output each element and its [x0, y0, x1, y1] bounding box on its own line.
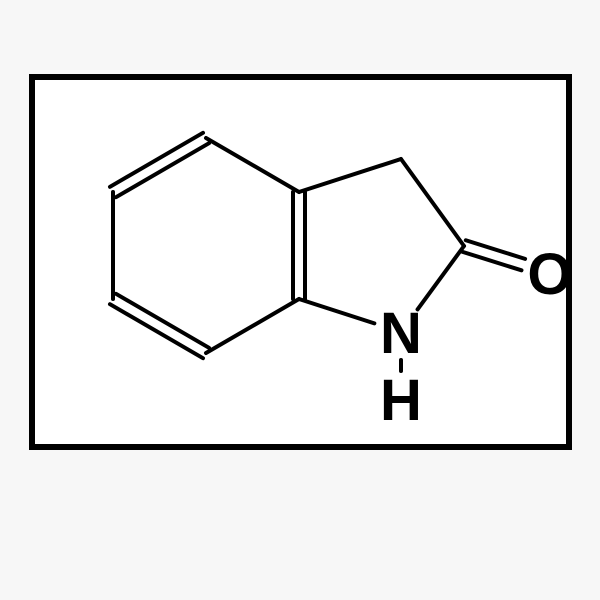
atom-label-n: N: [375, 300, 427, 367]
canvas: N O H: [0, 0, 600, 600]
atom-label-h: H: [375, 367, 427, 434]
atom-label-o: O: [524, 241, 576, 308]
bond-layer: [0, 0, 600, 600]
